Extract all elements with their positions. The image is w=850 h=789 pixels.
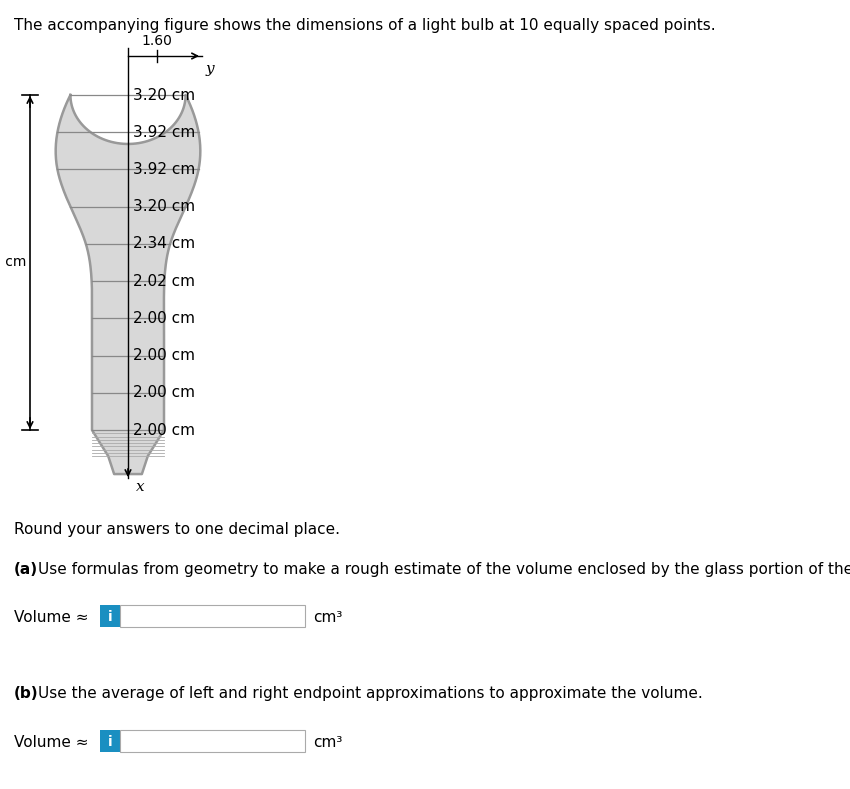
Text: Use formulas from geometry to make a rough estimate of the volume enclosed by th: Use formulas from geometry to make a rou… <box>38 562 850 577</box>
Text: i: i <box>108 610 112 624</box>
Text: 2.34 cm: 2.34 cm <box>133 237 196 252</box>
Text: cm³: cm³ <box>313 610 343 625</box>
Text: (b): (b) <box>14 686 38 701</box>
FancyBboxPatch shape <box>100 730 120 752</box>
Text: Use the average of left and right endpoint approximations to approximate the vol: Use the average of left and right endpoi… <box>38 686 703 701</box>
Text: Volume ≈: Volume ≈ <box>14 735 88 750</box>
FancyBboxPatch shape <box>120 730 305 752</box>
Text: 3.20 cm: 3.20 cm <box>133 199 196 214</box>
Text: Round your answers to one decimal place.: Round your answers to one decimal place. <box>14 522 340 537</box>
Text: 3.20 cm: 3.20 cm <box>133 88 196 103</box>
Text: The accompanying figure shows the dimensions of a light bulb at 10 equally space: The accompanying figure shows the dimens… <box>14 18 716 33</box>
Text: 2.00 cm: 2.00 cm <box>133 348 195 363</box>
Text: (a): (a) <box>14 562 38 577</box>
Text: 2.00 cm: 2.00 cm <box>133 422 195 437</box>
Text: 1.60: 1.60 <box>141 34 173 48</box>
Text: y: y <box>206 62 214 76</box>
FancyBboxPatch shape <box>100 605 120 627</box>
Text: 3.92 cm: 3.92 cm <box>133 125 196 140</box>
Text: 2.00 cm: 2.00 cm <box>133 385 195 400</box>
FancyBboxPatch shape <box>120 605 305 627</box>
Text: cm³: cm³ <box>313 735 343 750</box>
Text: 8 cm: 8 cm <box>0 256 26 270</box>
Text: i: i <box>108 735 112 749</box>
Text: 2.00 cm: 2.00 cm <box>133 311 195 326</box>
Text: x: x <box>136 480 144 494</box>
Text: 2.02 cm: 2.02 cm <box>133 274 195 289</box>
Text: 3.92 cm: 3.92 cm <box>133 162 196 177</box>
Polygon shape <box>55 95 201 474</box>
Text: Volume ≈: Volume ≈ <box>14 610 88 625</box>
